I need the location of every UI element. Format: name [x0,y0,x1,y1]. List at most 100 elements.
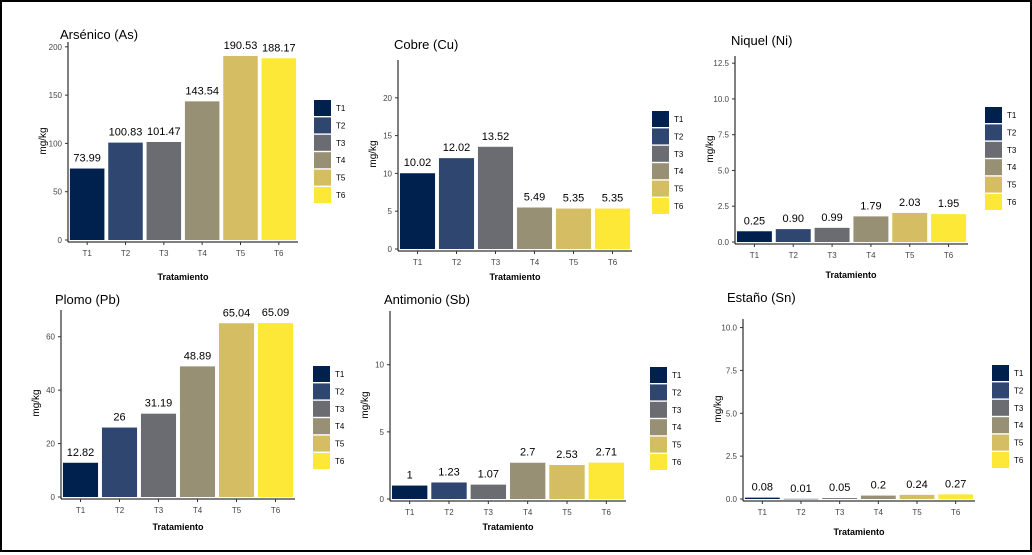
data-label: 1.07 [478,469,499,481]
x-tick-label: T6 [608,258,618,267]
data-label: 0.05 [829,482,850,494]
chart-panel-3: Niquel (Ni) 0.0 2.5 5.0 7.5 10.0 12.5 0.25 T1 0.9… [705,33,1017,280]
data-label: 26 [113,412,125,424]
legend-swatch-T2 [985,124,1002,141]
bar-T3 [146,141,182,240]
legend-label: T2 [1014,386,1024,395]
data-label: 65.04 [223,307,251,319]
x-tick-label: T6 [602,508,612,517]
legend-swatch-T1 [313,366,330,382]
bar-T6 [588,462,625,499]
legend-label: T1 [1014,369,1024,378]
legend-swatch-T5 [652,180,669,197]
bar-T4 [509,462,546,499]
x-tick-label: T1 [405,508,415,517]
legend-swatch-T6 [992,452,1009,468]
x-tick-label: T2 [789,251,799,260]
x-tick-label: T1 [76,506,86,515]
y-axis-title: mg/kg [713,395,724,422]
data-label: 1.23 [438,466,459,478]
data-label: 2.7 [520,447,535,459]
data-label: 0.24 [906,479,927,491]
legend-label: T1 [674,115,684,124]
x-tick-label: T3 [484,508,494,517]
bar-T5 [899,494,935,499]
data-label: 31.19 [145,398,173,410]
legend-label: T2 [335,387,345,396]
chart-title: Niquel (Ni) [731,33,792,48]
legend-label: T3 [1014,404,1024,413]
bar-T3 [140,413,177,497]
bar-T5 [223,55,258,240]
data-label: 65.09 [262,307,290,319]
legend-label: T6 [1014,456,1024,465]
legend-label: T4 [335,422,345,431]
bar-T6 [594,208,631,249]
bar-T4 [184,101,220,241]
data-label: 12.82 [67,447,95,459]
bar-T2 [431,482,467,499]
bar-T6 [261,58,297,241]
legend-swatch-T6 [985,194,1002,210]
legend-label: T6 [674,202,684,211]
x-tick-label: T5 [232,506,242,515]
data-label: 73.99 [73,153,101,165]
legend-swatch-T5 [992,434,1009,451]
bar-T3 [477,146,514,249]
chart-panel-2: Cobre (Cu) 0 5 10 15 20 10.02 T1 12.02 T2 13.52 T3 5… [368,37,684,282]
x-axis-title: Tratamiento [489,272,541,282]
legend-label: T5 [672,441,682,450]
x-tick-label: T4 [197,249,207,258]
y-tick-label: 5.0 [718,166,730,175]
chart-title: Antimonio (Sb) [384,292,470,307]
legend-label: T6 [335,457,345,466]
x-tick-label: T4 [874,508,884,517]
x-tick-label: T5 [236,249,246,258]
legend-swatch-T3 [314,134,331,151]
legend-swatch-T2 [652,128,669,145]
x-tick-label: T2 [444,508,454,517]
bar-T3 [822,498,858,499]
data-label: 5.35 [602,193,623,205]
bar-T2 [783,498,819,500]
data-label: 10.02 [404,157,432,169]
x-tick-label: T6 [274,249,284,258]
x-tick-label: T6 [951,508,961,517]
legend-swatch-T2 [313,383,330,400]
x-axis-title: Tratamiento [482,522,534,532]
x-tick-label: T6 [944,251,954,260]
legend-label: T1 [672,371,682,380]
bar-T6 [938,494,974,499]
data-label: 2.53 [556,449,577,461]
data-label: 0.01 [790,483,811,495]
data-label: 0.25 [744,215,765,227]
bar-T4 [179,366,216,497]
legend-swatch-T1 [650,367,667,383]
x-tick-label: T1 [750,251,760,260]
x-axis-title: Tratamiento [833,527,885,537]
y-tick-label: 0 [58,236,63,245]
y-tick-label: 7.5 [726,366,738,375]
bar-T6 [257,323,294,497]
legend-swatch-T4 [650,419,667,436]
legend-swatch-T1 [985,107,1002,123]
data-label: 0.99 [821,212,842,224]
y-tick-label: 0 [380,495,385,504]
bar-T4 [516,207,553,249]
y-tick-label: 5 [380,428,385,437]
legend-swatch-T6 [652,198,669,214]
x-tick-label: T2 [115,506,125,515]
bar-T2 [438,158,475,249]
legend-swatch-T5 [985,176,1002,193]
y-tick-label: 40 [46,386,55,395]
legend-swatch-T1 [652,111,669,127]
chart-title: Cobre (Cu) [394,37,458,52]
chart-panel-1: Arsénico (As) 0 50 100 150 200 73.99 T1 100.83 T2… [38,27,346,282]
data-label: 2.03 [899,197,920,209]
x-tick-label: T4 [193,506,203,515]
legend-label: T1 [335,370,345,379]
legend-swatch-T2 [992,382,1009,399]
legend-label: T3 [672,406,682,415]
bar-T5 [555,208,592,249]
